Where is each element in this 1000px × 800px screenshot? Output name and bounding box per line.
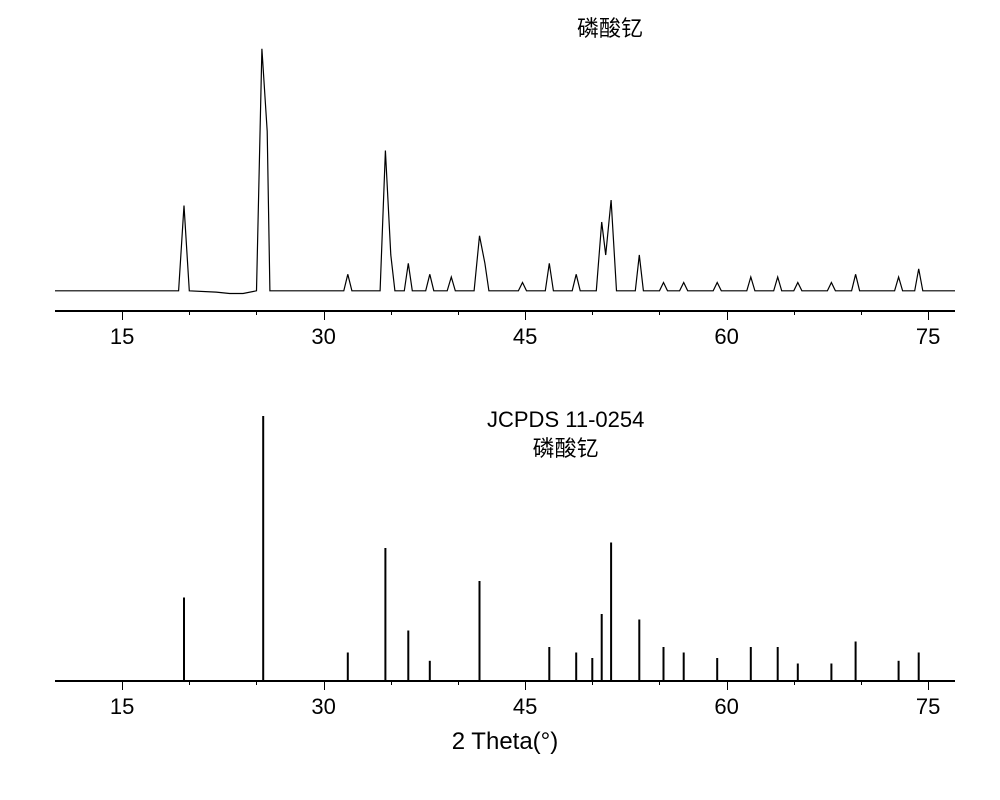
x-tick-major — [525, 680, 526, 690]
x-tick-major — [324, 680, 325, 690]
x-tick-label: 60 — [714, 694, 738, 720]
panel-bottom-label: JCPDS 11-0254 磷酸钇 — [487, 406, 644, 463]
x-tick-major — [727, 310, 728, 320]
panel-top-label-line1: 磷酸钇 — [577, 16, 643, 41]
top-trace-svg — [55, 30, 955, 330]
x-tick-label: 75 — [916, 694, 940, 720]
xrd-figure: 磷酸钇 1530456075 JCPDS 11-0254 磷酸钇 1530456… — [0, 0, 1000, 800]
x-tick-minor — [794, 310, 795, 315]
x-tick-label: 45 — [513, 324, 537, 350]
panel-top: 磷酸钇 1530456075 — [55, 30, 955, 330]
x-tick-minor — [861, 680, 862, 685]
x-tick-minor — [861, 310, 862, 315]
x-tick-minor — [391, 310, 392, 315]
x-tick-minor — [592, 680, 593, 685]
x-tick-minor — [391, 680, 392, 685]
x-tick-minor — [659, 680, 660, 685]
x-tick-label: 15 — [110, 324, 134, 350]
x-tick-minor — [659, 310, 660, 315]
x-tick-minor — [458, 680, 459, 685]
panel-bottom-label-line2: 磷酸钇 — [533, 436, 599, 461]
x-tick-label: 75 — [916, 324, 940, 350]
x-axis-title: 2 Theta(°) — [452, 728, 559, 756]
xrd-trace — [55, 49, 955, 294]
x-tick-label: 45 — [513, 694, 537, 720]
panel-top-label: 磷酸钇 — [577, 15, 643, 44]
x-tick-major — [727, 680, 728, 690]
x-tick-label: 30 — [311, 324, 335, 350]
x-tick-label: 15 — [110, 694, 134, 720]
x-tick-minor — [256, 310, 257, 315]
x-tick-label: 60 — [714, 324, 738, 350]
x-tick-minor — [256, 680, 257, 685]
x-tick-minor — [458, 310, 459, 315]
x-tick-major — [122, 680, 123, 690]
x-tick-minor — [189, 680, 190, 685]
panel-bottom-label-line1: JCPDS 11-0254 — [487, 407, 644, 432]
x-tick-major — [525, 310, 526, 320]
x-tick-minor — [794, 680, 795, 685]
x-tick-major — [122, 310, 123, 320]
x-tick-minor — [189, 310, 190, 315]
x-tick-minor — [592, 310, 593, 315]
x-tick-major — [928, 310, 929, 320]
panel-bottom: JCPDS 11-0254 磷酸钇 1530456075 — [55, 400, 955, 700]
x-tick-label: 30 — [311, 694, 335, 720]
x-tick-major — [928, 680, 929, 690]
x-tick-major — [324, 310, 325, 320]
